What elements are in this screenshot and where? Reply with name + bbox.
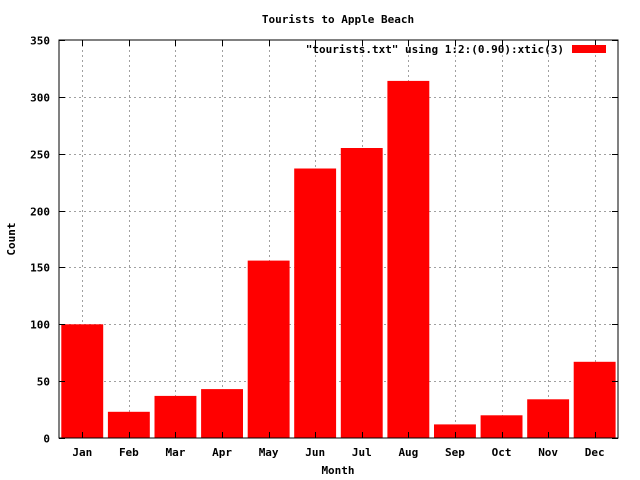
y-tick-label: 200 [30,206,50,219]
x-tick-label: Aug [398,446,418,459]
x-tick-label: Nov [538,446,558,459]
y-tick-label: 0 [43,433,50,446]
y-tick-label: 50 [37,376,50,389]
y-axis-ticks: 0 50 100 150 200 250 300 350 [30,35,618,446]
x-tick-label: Sep [445,446,465,459]
bar [527,399,570,438]
bar [340,148,383,438]
legend-label: "tourists.txt" using 1:2:(0.90):xtic(3) [306,43,564,56]
plot-border [58,39,619,439]
y-tick-label: 250 [30,149,50,162]
bar [387,80,430,439]
y-tick-label: 100 [30,319,50,332]
x-tick-label: May [259,446,279,459]
bar [61,324,104,438]
bar [201,389,243,438]
legend: "tourists.txt" using 1:2:(0.90):xtic(3) [306,43,606,56]
y-tick-label: 150 [30,262,50,275]
bar [434,424,476,438]
bars [61,80,616,439]
bar [480,415,523,438]
x-tick-label: Jun [305,446,325,459]
x-axis-label: Month [321,464,354,477]
x-tick-label: Apr [212,446,232,459]
bar [294,168,337,438]
y-axis-label: Count [5,222,18,255]
x-tick-label: Jan [72,446,92,459]
x-tick-label: Oct [492,446,512,459]
bar [573,361,616,438]
bar [154,395,197,438]
x-tick-label: Jul [352,446,372,459]
bar [247,260,290,438]
y-tick-label: 350 [30,35,50,48]
grid-lines [59,40,618,438]
y-tick-label: 300 [30,92,50,105]
x-tick-label: Dec [585,446,605,459]
x-tick-label: Feb [119,446,139,459]
bar [107,411,150,438]
x-axis-ticks: Jan Feb Mar Apr May Jun Jul Aug Sep Oct Nov Dec [72,40,605,459]
legend-swatch [572,45,606,53]
x-tick-label: Mar [166,446,186,459]
chart-title: Tourists to Apple Beach [262,13,414,26]
